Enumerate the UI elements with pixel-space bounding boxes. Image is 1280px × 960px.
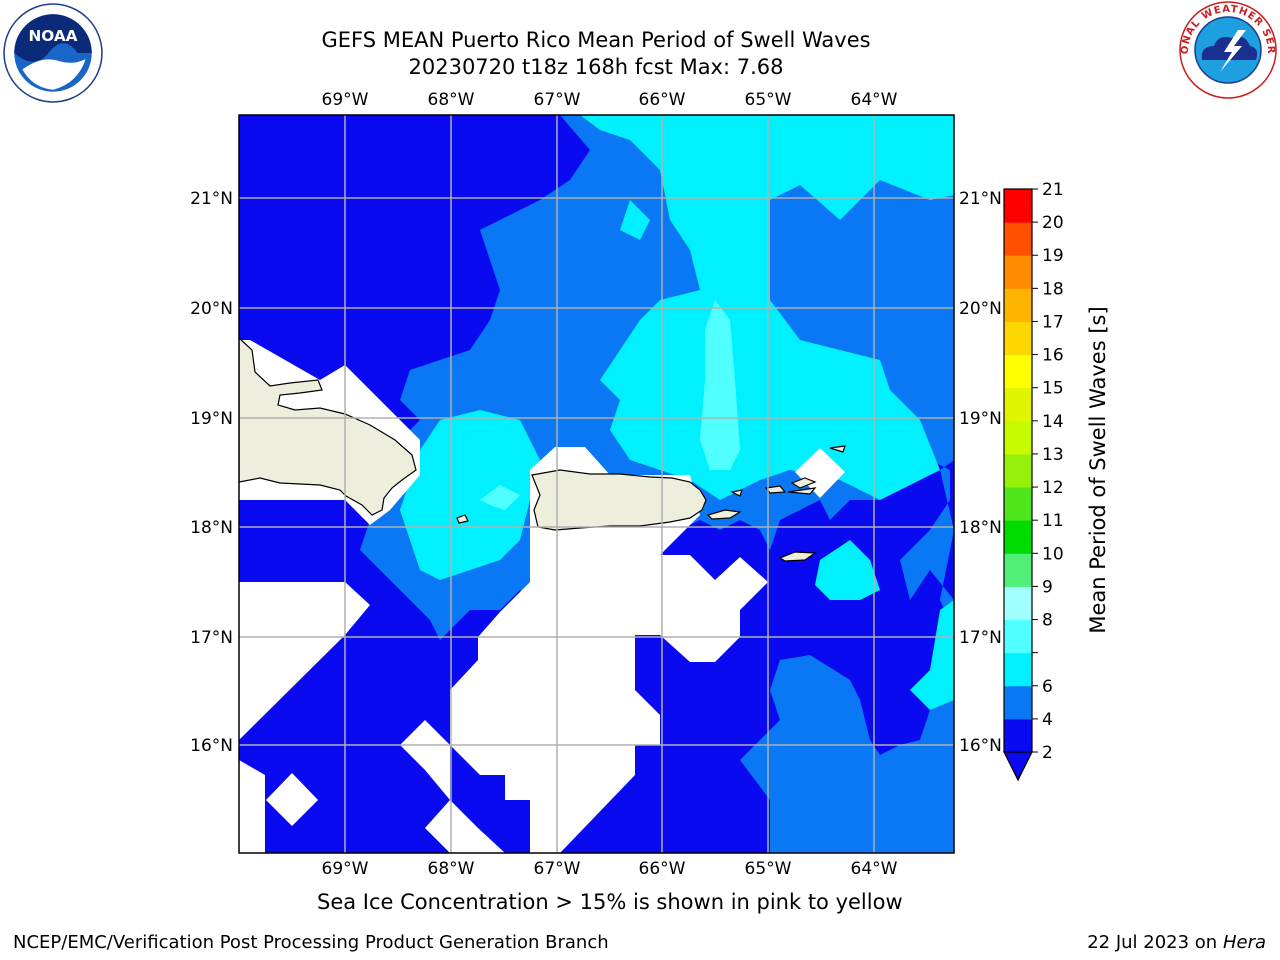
contour-6-7-west xyxy=(400,410,540,580)
no-data-west xyxy=(239,582,370,740)
lon-label: 65°W xyxy=(745,859,792,879)
colorbar-segment xyxy=(1004,321,1032,356)
no-data-sw-corner xyxy=(239,760,265,853)
colorbar-tick-label: 21 xyxy=(1042,180,1064,200)
anegada-island xyxy=(829,445,846,453)
no-data-south xyxy=(450,447,768,853)
colorbar-segment xyxy=(1004,619,1032,654)
lon-label: 67°W xyxy=(534,90,581,110)
colorbar-tick-label: 9 xyxy=(1042,577,1053,597)
culebra-island xyxy=(730,489,743,497)
st-croix-island xyxy=(778,551,817,562)
colorbar-segment xyxy=(1004,189,1032,223)
lon-label: 66°W xyxy=(639,859,686,879)
colorbar-title: Mean Period of Swell Waves [s] xyxy=(1086,306,1110,634)
lat-labels-left: 21°N 20°N 19°N 18°N 17°N 16°N xyxy=(190,189,233,756)
footer-host: Hera xyxy=(1222,932,1266,953)
lat-label: 16°N xyxy=(190,736,233,756)
lat-label: 19°N xyxy=(190,409,233,429)
colorbar-tick-label: 16 xyxy=(1042,346,1064,366)
lat-label: 18°N xyxy=(190,518,233,538)
lat-label: 18°N xyxy=(959,518,1002,538)
colorbar-segment xyxy=(1004,354,1032,389)
colorbar-segment xyxy=(1004,420,1032,455)
colorbar-segment xyxy=(1004,718,1032,753)
lon-label: 66°W xyxy=(639,90,686,110)
colorbar-segment xyxy=(1004,387,1032,422)
no-data-sw-islet xyxy=(266,773,318,826)
colorbar-segment xyxy=(1004,586,1032,621)
footer-credit: NCEP/EMC/Verification Post Processing Pr… xyxy=(13,932,609,953)
lon-labels-bottom: 69°W 68°W 67°W 66°W 65°W 64°W xyxy=(322,859,898,879)
no-data-south-2 xyxy=(400,720,505,853)
lat-label: 16°N xyxy=(959,736,1002,756)
colorbar-segment xyxy=(1004,520,1032,554)
lat-label: 21°N xyxy=(190,189,233,209)
footer-date-text: 22 Jul 2023 on xyxy=(1087,932,1218,953)
no-data-east-notch xyxy=(795,448,845,498)
colorbar-tick-label: 13 xyxy=(1042,445,1064,465)
colorbar-tick-label: 14 xyxy=(1042,412,1064,432)
nws-logo: NATIONAL WEATHER SERVICE xyxy=(1178,0,1277,99)
colorbar-tick-label: 2 xyxy=(1042,743,1053,763)
lon-label: 67°W xyxy=(534,859,581,879)
colorbar-segment xyxy=(1004,222,1032,256)
colorbar-segment xyxy=(1004,255,1032,289)
colorbar-tick-label: 17 xyxy=(1042,312,1064,332)
mona-island xyxy=(456,514,469,524)
colorbar-tick-label: 18 xyxy=(1042,279,1064,299)
lon-label: 68°W xyxy=(428,90,475,110)
virgin-islands xyxy=(764,477,817,495)
lon-label: 69°W xyxy=(322,90,369,110)
colorbar-segment xyxy=(1004,487,1032,521)
lon-labels-top: 69°W 68°W 67°W 66°W 65°W 64°W xyxy=(322,90,898,110)
lat-label: 21°N xyxy=(959,189,1002,209)
colorbar-tick-label: 10 xyxy=(1042,544,1064,564)
lon-label: 65°W xyxy=(745,90,792,110)
lat-label: 20°N xyxy=(959,299,1002,319)
contour-6-7-east xyxy=(910,600,954,710)
colorbar-tick-label: 12 xyxy=(1042,478,1064,498)
lon-label: 64°W xyxy=(851,90,898,110)
colorbar-segment xyxy=(1004,453,1032,488)
footer-date: 22 Jul 2023 on Hera xyxy=(1087,932,1266,953)
colorbar-segment xyxy=(1004,685,1032,720)
colorbar-tick-label: 11 xyxy=(1042,511,1064,531)
noaa-logo: NOAA xyxy=(3,3,103,103)
contour-6-7-islet xyxy=(620,200,650,240)
colorbar-segment xyxy=(1004,288,1032,322)
colorbar: 2 4 6 8 9 10 11 12 13 14 15 16 17 18 19 20 21 xyxy=(1003,180,1064,782)
hispaniola-land xyxy=(239,337,417,516)
lat-label: 20°N xyxy=(190,299,233,319)
colorbar-segment xyxy=(1004,553,1032,587)
lat-label: 17°N xyxy=(959,628,1002,648)
contour-6-7-south xyxy=(815,540,880,600)
vieques-island xyxy=(706,509,742,520)
map-frame xyxy=(238,114,955,854)
lon-label: 64°W xyxy=(851,859,898,879)
colorbar-tick-label: 4 xyxy=(1042,710,1053,730)
map-title: GEFS MEAN Puerto Rico Mean Period of Swe… xyxy=(321,28,871,52)
contour-7-8 xyxy=(700,300,740,470)
lat-labels-right: 21°N 20°N 19°N 18°N 17°N 16°N xyxy=(959,189,1002,756)
colorbar-tick-label: 8 xyxy=(1042,611,1053,631)
gridlines xyxy=(239,115,954,853)
colorbar-segment xyxy=(1004,652,1032,687)
svg-text:NOAA: NOAA xyxy=(28,27,77,45)
colorbar-frame xyxy=(1003,188,1033,753)
lat-label: 19°N xyxy=(959,409,1002,429)
lon-label: 69°W xyxy=(322,859,369,879)
colorbar-tick-label: 20 xyxy=(1042,213,1064,233)
lon-label: 68°W xyxy=(428,859,475,879)
map-subtitle: 20230720 t18z 168h fcst Max: 7.68 xyxy=(408,55,784,79)
lat-label: 17°N xyxy=(190,628,233,648)
sea-ice-note: Sea Ice Concentration > 15% is shown in … xyxy=(317,890,903,914)
colorbar-tick-label: 6 xyxy=(1042,677,1053,697)
colorbar-tick-label: 15 xyxy=(1042,379,1064,399)
colorbar-tick-label: 19 xyxy=(1042,246,1064,266)
contour-7-8-west xyxy=(480,485,520,510)
colorbar-extend-arrow xyxy=(1003,751,1033,782)
